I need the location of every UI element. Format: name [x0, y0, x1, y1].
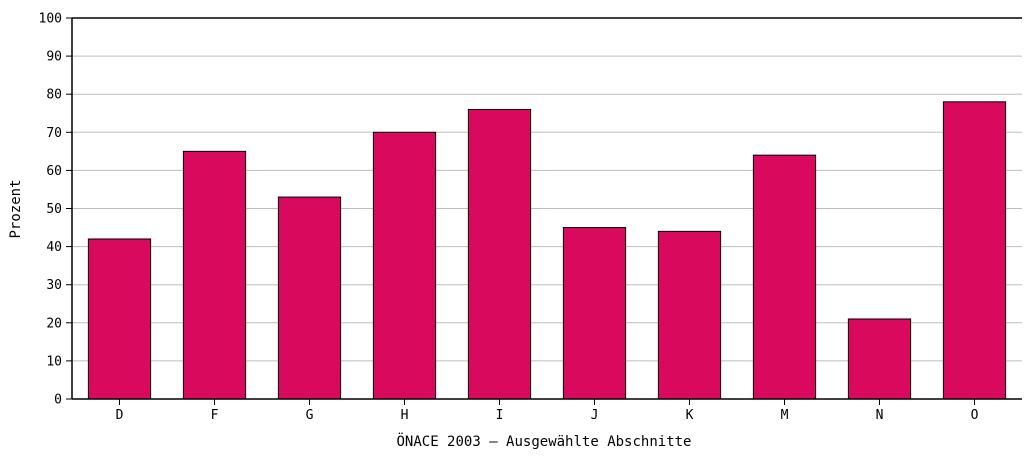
bar-K: [657, 230, 722, 400]
x-tick-label-O: O: [971, 408, 979, 423]
x-tick-label-N: N: [876, 408, 884, 423]
x-tick-label-F: F: [211, 408, 219, 423]
y-tick-label: 40: [46, 240, 62, 255]
x-tick-label-J: J: [591, 408, 599, 423]
y-tick-label: 0: [54, 393, 62, 408]
x-tick-label-G: G: [306, 408, 314, 423]
bar-H: [372, 131, 437, 400]
x-tick-label-M: M: [781, 408, 789, 423]
y-tick-label: 60: [46, 164, 62, 179]
bar-O: [942, 101, 1007, 400]
x-tick-label-H: H: [401, 408, 409, 423]
bar-N: [847, 318, 912, 400]
y-tick-label: 90: [46, 50, 62, 65]
y-tick-label: 30: [46, 278, 62, 293]
bar-G: [277, 196, 342, 400]
x-tick-label-D: D: [116, 408, 124, 423]
y-tick-labels: 0 10 20 30 40 50 60 70 80 90 100: [39, 12, 62, 408]
bar-M: [752, 154, 817, 400]
y-tick-label: 80: [46, 88, 62, 103]
y-tick-label: 100: [39, 12, 62, 27]
y-axis-title: Prozent: [8, 179, 24, 238]
x-tick-label-I: I: [496, 408, 504, 423]
x-axis-title: ÖNACE 2003 – Ausgewählte Abschnitte: [396, 432, 691, 450]
axes: [66, 17, 1022, 405]
y-tick-label: 20: [46, 316, 62, 331]
y-tick-label: 50: [46, 202, 62, 217]
y-tick-label: 70: [46, 126, 62, 141]
x-tick-label-K: K: [686, 408, 694, 423]
bar-I: [467, 108, 532, 400]
bar-D: [87, 238, 152, 400]
bar-J: [562, 227, 627, 400]
y-tick-label: 10: [46, 354, 62, 369]
bars: [87, 101, 1007, 400]
bar-F: [182, 150, 247, 400]
